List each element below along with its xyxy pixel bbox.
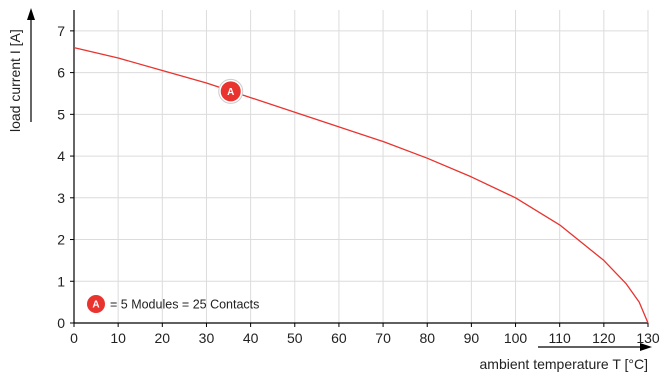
x-tick-label: 110 [549,330,572,346]
x-tick-label: 130 [636,330,660,346]
x-tick-label: 10 [110,330,126,346]
x-tick-label: 0 [70,330,78,346]
x-tick-label: 20 [155,330,171,346]
x-axis-title: ambient temperature T [°C] [480,356,649,372]
series-line [73,46,649,324]
x-tick-label: 30 [199,330,215,346]
grid [74,10,649,323]
x-tick-label: 60 [331,330,347,346]
x-tick-label: 50 [287,330,303,346]
x-tick-label: 70 [375,330,391,346]
legend-text: = 5 Modules = 25 Contacts [110,298,259,312]
x-tick-label: 90 [464,330,480,346]
marker-layer: A [218,78,244,104]
x-tick-label: 100 [504,330,528,346]
y-axis-title: load current I [A] [7,29,23,132]
x-arrow-head [640,343,652,351]
x-tick-label: 120 [592,330,616,346]
curve-marker-label: A [227,87,234,98]
y-tick-label: 2 [57,232,65,248]
y-tick-label: 6 [57,65,65,81]
legend: A = 5 Modules = 25 Contacts [87,295,259,313]
legend-marker [87,295,105,313]
curve-marker [220,81,241,102]
series-layer [73,46,649,324]
y-tick-label: 4 [57,148,65,164]
y-axis-title-group: load current I [A] [7,8,35,132]
y-tick-label: 5 [57,106,65,122]
legend-marker-label: A [92,300,99,311]
y-tick-label: 3 [57,190,65,206]
y-tick-label: 0 [57,315,65,331]
x-axis-title-group: ambient temperature T [°C] [480,343,652,372]
x-tick-label: 40 [243,330,259,346]
y-arrow-head [27,8,35,20]
y-tick-labels: 0 1 2 3 4 5 6 7 [57,23,74,331]
x-tick-labels: 0 10 20 30 40 50 60 70 80 90 100 110 120 130 [70,323,660,346]
x-tick-label: 80 [419,330,435,346]
y-tick-label: 7 [57,23,65,39]
axes [73,10,648,324]
y-tick-label: 1 [57,273,65,289]
